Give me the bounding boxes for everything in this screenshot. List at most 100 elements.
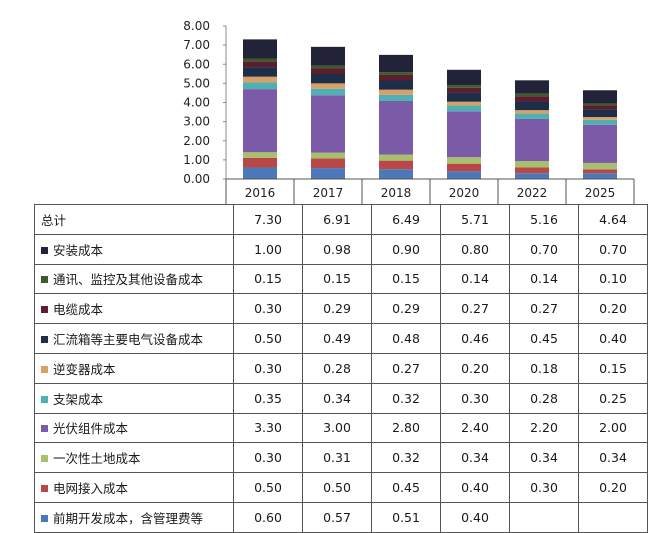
data-label: 3.30 (233, 412, 303, 444)
bar-segment (447, 85, 481, 88)
data-label: 0.14 (509, 263, 579, 295)
bar-segment (311, 83, 345, 89)
bar-segment (311, 74, 345, 84)
series-name: 一次性土地成本 (53, 451, 141, 467)
bar-segment (243, 89, 277, 153)
y-tick-label: 3.00 (183, 115, 210, 129)
y-tick-label: 0.00 (183, 172, 210, 186)
data-label: 6.91 (302, 204, 372, 235)
data-table: 总计 7.30 6.91 6.49 5.71 5.16 4.64 安装成本 1.00 0.98 0.… (34, 204, 648, 533)
bar-segment (379, 169, 413, 179)
table-row: 一次性土地成本 0.30 0.31 0.32 0.34 0.34 0.34 (34, 442, 648, 474)
bar-segment (379, 80, 413, 90)
table-row: 支架成本 0.35 0.34 0.32 0.30 0.28 0.25 (34, 382, 648, 414)
data-label: 2.40 (440, 412, 510, 444)
bar-segment (311, 95, 345, 153)
bar-segment (379, 54, 413, 73)
bar-segment (243, 67, 277, 77)
data-label: 5.71 (440, 204, 510, 235)
x-tick-label: 2016 (245, 186, 276, 200)
data-label: 0.30 (233, 352, 303, 384)
data-label: 0.40 (578, 323, 648, 354)
data-label: 0.18 (509, 352, 579, 384)
data-label: 0.70 (578, 233, 648, 265)
data-label: 1.00 (233, 233, 303, 265)
table-row: 光伏组件成本 3.30 3.00 2.80 2.40 2.20 2.00 (34, 412, 648, 444)
bar-segment (447, 69, 481, 86)
bar-segment (583, 124, 617, 163)
data-label: 0.50 (302, 472, 372, 503)
bar-segment (515, 113, 549, 119)
stacked-bar-chart: 0.00 1.00 2.00 3.00 4.00 5.00 6.00 7.00 8.00 2016… (183, 19, 635, 204)
bar-segment (583, 173, 617, 179)
y-tick-label: 5.00 (183, 76, 210, 90)
table-row: 逆变器成本 0.30 0.28 0.27 0.20 0.18 0.15 (34, 352, 648, 384)
data-label: 0.98 (302, 233, 372, 265)
bar-segment (379, 100, 413, 155)
data-label: 0.34 (578, 442, 648, 474)
legend-swatch (41, 276, 48, 284)
data-label: 0.10 (578, 263, 648, 295)
table-row: 电网接入成本 0.50 0.50 0.45 0.40 0.30 0.20 (34, 472, 648, 503)
bar-segment (583, 105, 617, 110)
legend-swatch (41, 485, 48, 493)
bar-segment (515, 96, 549, 102)
data-label: 0.80 (440, 233, 510, 265)
table-row: 电缆成本 0.30 0.29 0.29 0.27 0.27 0.20 (34, 293, 648, 325)
data-label: 0.31 (302, 442, 372, 474)
y-tick-label: 6.00 (183, 57, 210, 71)
data-label: 0.29 (302, 293, 372, 325)
bar-segment (583, 109, 617, 118)
legend-swatch (41, 336, 48, 344)
bar-segment (515, 110, 549, 114)
series-name: 总计 (41, 212, 67, 228)
legend-swatch (41, 395, 48, 403)
bar-segment (243, 76, 277, 83)
bar-segment (583, 103, 617, 106)
legend-swatch (41, 246, 48, 254)
bar-segment (379, 160, 413, 170)
data-label (509, 501, 579, 533)
data-label: 0.48 (371, 323, 441, 354)
data-label: 0.40 (440, 501, 510, 533)
series-name: 电网接入成本 (53, 481, 129, 497)
bar-segment (311, 152, 345, 159)
bar-segment (583, 90, 617, 104)
row-label: 支架成本 (34, 382, 234, 414)
bar-segment (243, 152, 277, 158)
data-label: 0.30 (509, 472, 579, 503)
bar-segment (583, 169, 617, 174)
y-tick-label: 1.00 (183, 153, 210, 167)
bar-segment (515, 93, 549, 97)
table-row: 前期开发成本，含管理费等 0.60 0.57 0.51 0.40 (34, 501, 648, 533)
bar-segment (243, 39, 277, 59)
data-label: 0.15 (371, 263, 441, 295)
data-label: 0.30 (233, 442, 303, 474)
data-label: 0.30 (440, 382, 510, 414)
y-tick-label: 4.00 (183, 96, 210, 110)
y-tick-label: 2.00 (183, 134, 210, 148)
bar-segment (311, 168, 345, 179)
series-name: 通讯、监控及其他设备成本 (53, 272, 204, 288)
legend-swatch (41, 425, 48, 433)
row-label: 逆变器成本 (34, 352, 234, 384)
bar-segment (515, 80, 549, 94)
x-tick-label: 2025 (585, 186, 616, 200)
data-label: 0.27 (371, 352, 441, 384)
table-row: 汇流箱等主要电气设备成本 0.50 0.49 0.48 0.46 0.45 0.40 (34, 323, 648, 354)
table-row: 安装成本 1.00 0.98 0.90 0.80 0.70 0.70 (34, 233, 648, 265)
bar-segment (311, 158, 345, 169)
bar-segment (311, 46, 345, 66)
data-label: 0.50 (233, 472, 303, 503)
bar-segment (379, 154, 413, 161)
data-label: 0.34 (509, 442, 579, 474)
bar-segment (515, 161, 549, 168)
data-label: 0.35 (233, 382, 303, 414)
data-label: 0.20 (578, 472, 648, 503)
data-label: 6.49 (371, 204, 441, 235)
legend-swatch (41, 365, 48, 373)
bar-segment (447, 163, 481, 172)
data-label: 0.32 (371, 382, 441, 414)
series-name: 支架成本 (53, 391, 104, 407)
bar-segment (447, 111, 481, 158)
